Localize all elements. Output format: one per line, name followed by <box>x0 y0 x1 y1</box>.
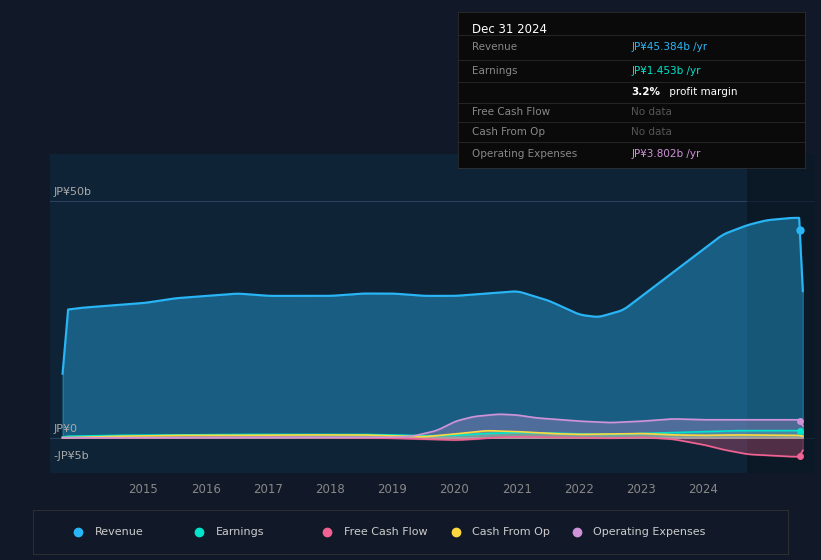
Text: profit margin: profit margin <box>666 87 737 97</box>
Text: Earnings: Earnings <box>472 67 517 77</box>
Text: JP¥45.384b /yr: JP¥45.384b /yr <box>631 41 708 52</box>
Text: Free Cash Flow: Free Cash Flow <box>344 527 428 537</box>
Text: JP¥1.453b /yr: JP¥1.453b /yr <box>631 67 701 77</box>
Text: Cash From Op: Cash From Op <box>472 127 545 137</box>
Text: JP¥3.802b /yr: JP¥3.802b /yr <box>631 149 701 159</box>
Text: Free Cash Flow: Free Cash Flow <box>472 107 550 117</box>
Text: JP¥50b: JP¥50b <box>53 186 91 197</box>
Text: No data: No data <box>631 127 672 137</box>
Text: Revenue: Revenue <box>472 41 517 52</box>
Text: Dec 31 2024: Dec 31 2024 <box>472 23 547 36</box>
Text: Operating Expenses: Operating Expenses <box>472 149 577 159</box>
Text: Cash From Op: Cash From Op <box>472 527 550 537</box>
Text: Operating Expenses: Operating Expenses <box>594 527 706 537</box>
Text: JP¥0: JP¥0 <box>53 424 77 434</box>
Text: Revenue: Revenue <box>94 527 144 537</box>
Text: Earnings: Earnings <box>216 527 264 537</box>
Text: No data: No data <box>631 107 672 117</box>
Text: 3.2%: 3.2% <box>631 87 660 97</box>
Bar <box>747 154 815 473</box>
Text: -JP¥5b: -JP¥5b <box>53 451 89 461</box>
